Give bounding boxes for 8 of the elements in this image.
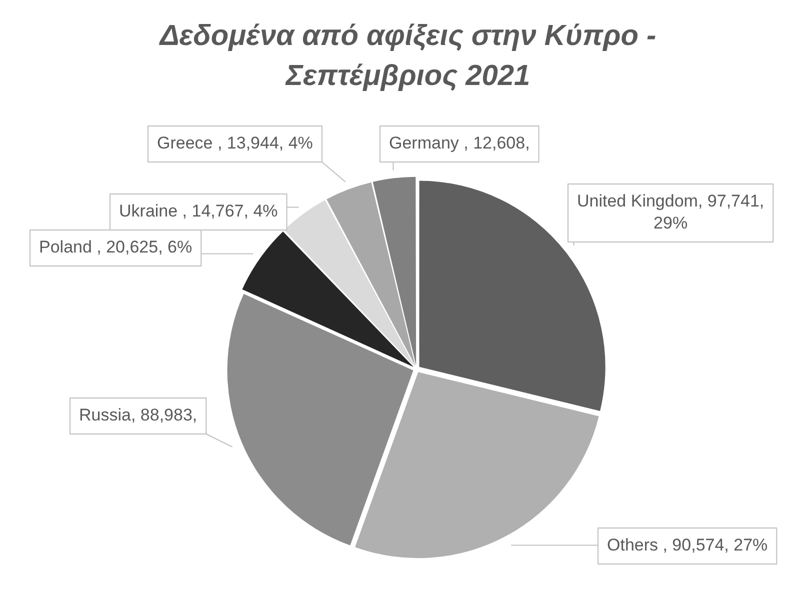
chart-title: Δεδομένα από αφίξεις στην Κύπρο - Σεπτέμβριος 2021 <box>158 19 658 94</box>
slice-label: Poland , 20,625, 6% <box>38 238 192 257</box>
slice-label: United Kingdom, 97,741, 29% <box>577 192 764 233</box>
slice-label: Russia, 88,983, <box>78 406 198 425</box>
slice-label: Others , 90,574, 27% <box>607 536 768 555</box>
slice-label: Ukraine , 14,767, 4% <box>119 202 278 221</box>
slice-label: Germany , 12,608, <box>388 134 530 153</box>
slice-label: Greece , 13,944, 4% <box>156 134 313 153</box>
